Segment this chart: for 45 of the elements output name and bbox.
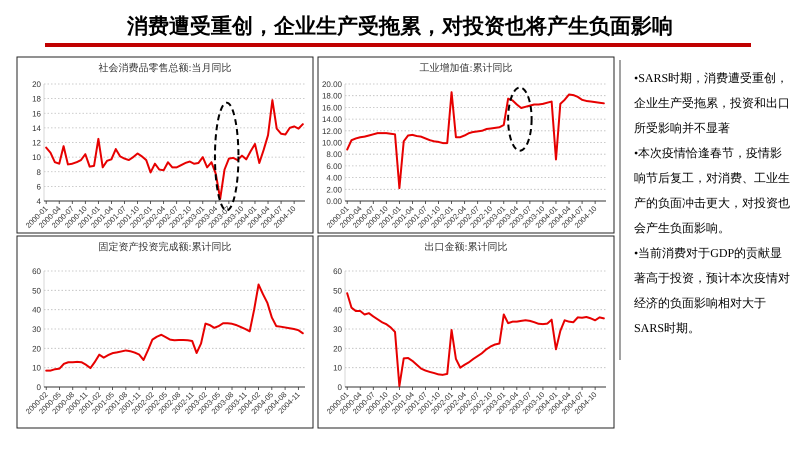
y-tick-label: 10: [32, 364, 42, 373]
y-tick-label: 14: [32, 124, 42, 133]
y-tick-label: 16.00: [322, 103, 343, 112]
y-tick-label: 40: [32, 306, 42, 315]
y-tick-label: 16: [32, 109, 42, 118]
y-tick-label: 2.00: [326, 185, 343, 194]
y-tick-label: 4.00: [326, 174, 343, 183]
y-tick-label: 50: [32, 286, 42, 296]
y-tick-label: 0.00: [326, 197, 343, 206]
y-tick-label: 14.00: [322, 115, 343, 124]
line-series: [346, 91, 605, 190]
y-tick-label: 20: [32, 80, 42, 89]
y-tick-label: 30: [333, 325, 343, 334]
chart-title: 固定资产投资完成额:累计同比: [98, 241, 232, 253]
y-tick-label: 60: [333, 267, 343, 276]
y-tick-label: 6.00: [326, 162, 343, 171]
text: 消费遭受重创，企业生产受拖累，对投资也将产生负面影响: [126, 14, 673, 38]
y-tick-label: 20: [32, 344, 42, 354]
text: •当前消费对于GDP的贡献显著高于投资，预计本次疫情对经济的负面影响相对大于SARS时期。: [634, 245, 791, 337]
text: •SARS时期，消费遭受重创，企业生产受拖累，投资和出口所受影响并不显著: [634, 70, 791, 137]
chart-title: 社会消费品零售总额:当月同比: [98, 62, 232, 74]
y-tick-label: 60: [32, 267, 42, 276]
y-tick-label: 40: [333, 306, 343, 315]
y-tick-label: 12: [32, 138, 42, 148]
y-tick-label: 20.00: [322, 80, 343, 89]
y-tick-label: 8.00: [326, 150, 343, 160]
y-tick-label: 12.00: [322, 126, 343, 136]
y-tick-label: 10: [333, 364, 343, 373]
y-tick-label: 10.00: [322, 138, 343, 148]
chart-title: 工业增加值:累计同比: [420, 62, 512, 74]
y-tick-label: 10: [32, 153, 42, 162]
y-tick-label: 50: [333, 286, 343, 296]
y-tick-label: 18.00: [322, 92, 343, 101]
text: •本次疫情恰逢春节，疫情影响节后复工，对消费、工业生产的负面冲击更大，对投资也会产生负面影响。: [634, 145, 791, 237]
line-series: [346, 292, 605, 388]
y-tick-label: 4: [36, 197, 42, 206]
line-series: [45, 284, 304, 372]
y-tick-label: 0: [338, 383, 343, 392]
chart-title: 出口金额:累计同比: [424, 241, 508, 253]
y-tick-label: 0: [36, 383, 42, 392]
y-tick-label: 6: [36, 182, 42, 192]
y-tick-label: 20: [333, 344, 343, 354]
y-tick-label: 30: [32, 325, 42, 334]
y-tick-label: 18: [32, 94, 42, 104]
y-tick-label: 8: [36, 168, 42, 177]
